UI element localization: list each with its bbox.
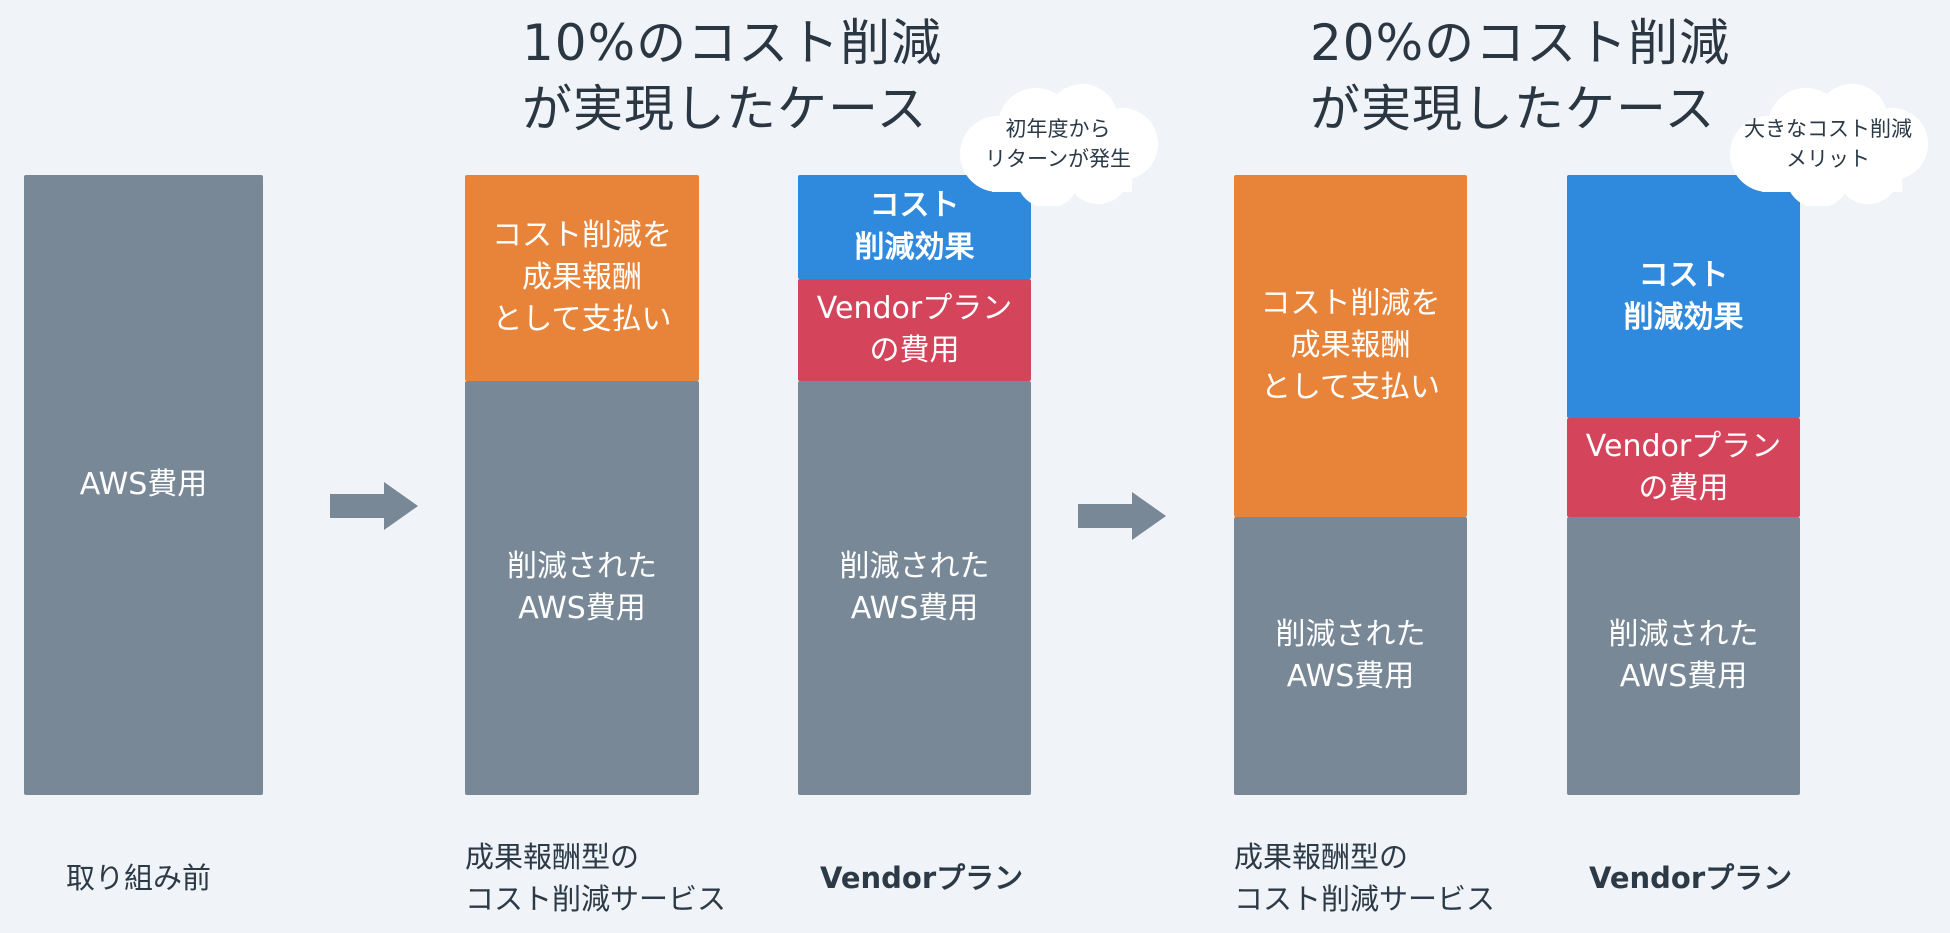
heading-10-percent-case: 10%のコスト削減 が実現したケース bbox=[522, 14, 943, 138]
callout-text: 大きなコスト削減 メリット bbox=[1744, 117, 1912, 171]
reduced-aws-cost-block: 削減された AWS費用 bbox=[1234, 517, 1467, 795]
label-vendor-plan: Vendorプラン bbox=[820, 861, 1024, 895]
vendor-plan-cost-block: Vendorプラン の費用 bbox=[1567, 418, 1800, 517]
success-fee-block: コスト削減を 成果報酬 として支払い bbox=[1234, 175, 1467, 517]
callout-cloud: 初年度から リターンが発生 bbox=[952, 82, 1164, 206]
label-vendor-plan: Vendorプラン bbox=[1589, 861, 1793, 895]
heading-20-percent-case: 20%のコスト削減 が実現したケース bbox=[1310, 14, 1731, 138]
cost-saving-effect-block: コスト 削減効果 bbox=[1567, 175, 1800, 418]
success-fee-block: コスト削減を 成果報酬 として支払い bbox=[465, 175, 699, 381]
cloud-shape bbox=[960, 84, 1158, 206]
reduced-aws-cost-block: 削減された AWS費用 bbox=[798, 381, 1031, 795]
label-before: 取り組み前 bbox=[66, 861, 212, 895]
arrow-right-icon bbox=[1078, 492, 1166, 540]
reduced-aws-cost-block: 削減された AWS費用 bbox=[465, 381, 699, 795]
callout-cloud: 大きなコスト削減 メリット bbox=[1722, 82, 1934, 206]
cost-saving-effect-block: コスト 削減効果 bbox=[798, 175, 1031, 279]
vendor-plan-cost-block: Vendorプラン の費用 bbox=[798, 279, 1031, 381]
aws-cost-bar-before: AWS費用 bbox=[24, 175, 263, 795]
callout-text: 初年度から リターンが発生 bbox=[985, 117, 1131, 171]
label-success-fee-service: 成果報酬型の コスト削減サービス bbox=[465, 840, 727, 916]
arrow-right-icon bbox=[330, 482, 418, 530]
cloud-shape bbox=[1730, 84, 1928, 206]
reduced-aws-cost-block: 削減された AWS費用 bbox=[1567, 517, 1800, 795]
label-success-fee-service: 成果報酬型の コスト削減サービス bbox=[1234, 840, 1496, 916]
